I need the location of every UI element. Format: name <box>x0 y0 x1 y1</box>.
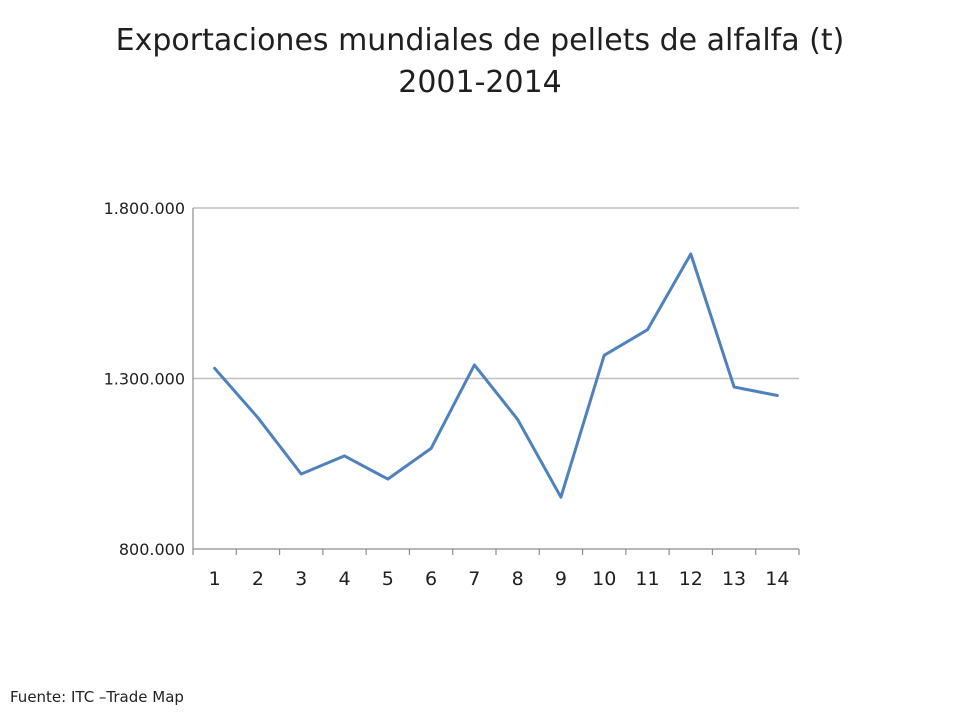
y-tick-label: 800.000 <box>119 540 185 559</box>
x-tick-label: 1 <box>209 568 221 590</box>
x-tick-label: 11 <box>635 568 659 590</box>
x-tick-label: 2 <box>252 568 264 590</box>
x-tick-label: 5 <box>382 568 394 590</box>
x-tick-label: 6 <box>425 568 437 590</box>
x-tick-label: 9 <box>555 568 567 590</box>
chart-title: Exportaciones mundiales de pellets de al… <box>0 20 960 104</box>
x-tick-label: 3 <box>295 568 307 590</box>
x-tick-label: 4 <box>338 568 350 590</box>
y-tick-label: 1.800.000 <box>104 199 185 218</box>
x-tick-label: 10 <box>592 568 616 590</box>
x-tick-label: 13 <box>722 568 746 590</box>
y-tick-label: 1.300.000 <box>104 370 185 389</box>
x-tick-label: 14 <box>765 568 789 590</box>
x-tick-label: 8 <box>512 568 524 590</box>
chart-title-line: Exportaciones mundiales de pellets de al… <box>115 23 845 58</box>
source-note: Fuente: ITC –Trade Map <box>10 688 184 706</box>
series-line <box>213 252 779 499</box>
x-tick-label: 12 <box>679 568 703 590</box>
chart-subtitle: 2001-2014 <box>398 65 562 100</box>
x-tick-label: 7 <box>468 568 480 590</box>
